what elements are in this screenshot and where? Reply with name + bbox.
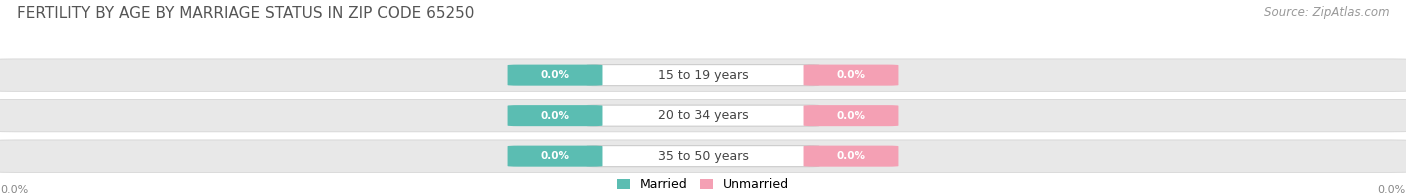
FancyBboxPatch shape — [804, 146, 898, 167]
FancyBboxPatch shape — [588, 105, 818, 126]
Text: 0.0%: 0.0% — [540, 151, 569, 161]
Text: 35 to 50 years: 35 to 50 years — [658, 150, 748, 163]
FancyBboxPatch shape — [588, 146, 818, 167]
FancyBboxPatch shape — [508, 146, 603, 167]
Legend: Married, Unmarried: Married, Unmarried — [612, 173, 794, 196]
FancyBboxPatch shape — [588, 65, 818, 86]
Text: 0.0%: 0.0% — [837, 70, 866, 80]
Text: 0.0%: 0.0% — [837, 151, 866, 161]
FancyBboxPatch shape — [508, 65, 603, 86]
FancyBboxPatch shape — [804, 105, 898, 126]
Text: 0.0%: 0.0% — [837, 111, 866, 121]
FancyBboxPatch shape — [804, 65, 898, 86]
Text: 0.0%: 0.0% — [540, 111, 569, 121]
Text: 20 to 34 years: 20 to 34 years — [658, 109, 748, 122]
Text: Source: ZipAtlas.com: Source: ZipAtlas.com — [1264, 6, 1389, 19]
FancyBboxPatch shape — [508, 105, 603, 126]
FancyBboxPatch shape — [0, 59, 1406, 91]
Text: 0.0%: 0.0% — [1378, 185, 1406, 195]
Text: 0.0%: 0.0% — [540, 70, 569, 80]
Text: FERTILITY BY AGE BY MARRIAGE STATUS IN ZIP CODE 65250: FERTILITY BY AGE BY MARRIAGE STATUS IN Z… — [17, 6, 474, 21]
Text: 15 to 19 years: 15 to 19 years — [658, 69, 748, 82]
FancyBboxPatch shape — [0, 99, 1406, 132]
FancyBboxPatch shape — [0, 140, 1406, 172]
Text: 0.0%: 0.0% — [0, 185, 28, 195]
